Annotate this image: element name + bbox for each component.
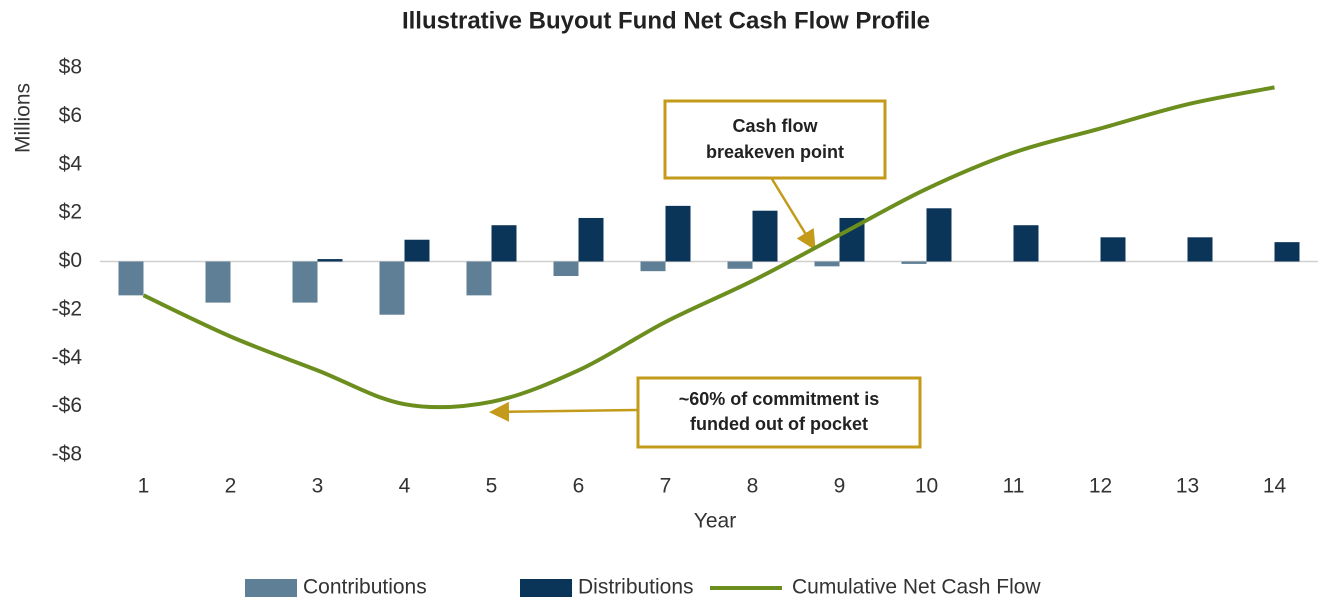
bar — [752, 210, 778, 262]
x-tick-label: 9 — [834, 475, 846, 498]
bar — [1100, 237, 1126, 262]
bar — [379, 261, 405, 315]
bar — [665, 205, 691, 262]
bar — [1013, 225, 1039, 262]
bar — [814, 261, 840, 267]
annotation-text: Cash flow — [732, 116, 818, 136]
annotation-text: breakeven point — [706, 142, 844, 162]
bar — [727, 261, 753, 269]
x-tick-label: 4 — [399, 475, 411, 498]
legend-swatch — [245, 579, 297, 597]
chart-title: Illustrative Buyout Fund Net Cash Flow P… — [402, 7, 930, 34]
x-tick-label: 5 — [486, 475, 498, 498]
x-tick-label: 7 — [660, 475, 672, 498]
legend-label: Cumulative Net Cash Flow — [792, 576, 1041, 599]
annotation-box — [636, 376, 922, 449]
legend-swatch — [520, 579, 572, 597]
legend-label: Contributions — [303, 576, 427, 599]
bar — [404, 239, 430, 262]
bar — [1274, 242, 1300, 262]
x-tick-label: 3 — [312, 475, 324, 498]
bar — [205, 261, 231, 303]
annotation-text: funded out of pocket — [690, 414, 868, 434]
bar — [926, 208, 952, 262]
bar — [317, 259, 343, 262]
bar — [292, 261, 318, 303]
annotation-box — [663, 99, 887, 180]
y-tick-label: $8 — [59, 56, 82, 79]
annotation-arrow — [770, 178, 816, 251]
x-tick-label: 1 — [138, 475, 150, 498]
y-tick-label: -$4 — [52, 346, 83, 369]
bar — [491, 225, 517, 262]
x-tick-label: 6 — [573, 475, 585, 498]
x-tick-label: 14 — [1263, 475, 1287, 498]
x-tick-label: 13 — [1176, 475, 1199, 498]
bar — [901, 261, 927, 264]
y-tick-label: -$6 — [52, 394, 82, 417]
x-tick-label: 8 — [747, 475, 759, 498]
y-tick-label: $0 — [59, 249, 82, 272]
x-tick-label: 12 — [1089, 475, 1112, 498]
y-tick-label: $2 — [59, 201, 82, 224]
y-tick-label: $6 — [59, 104, 82, 127]
x-tick-label: 2 — [225, 475, 237, 498]
x-tick-label: 10 — [915, 475, 938, 498]
line — [142, 85, 1275, 410]
legend-label: Distributions — [578, 576, 694, 599]
x-axis-label: Year — [694, 510, 736, 533]
annotation-arrow — [489, 401, 638, 422]
y-tick-label: -$8 — [52, 443, 82, 466]
x-tick-label: 11 — [1003, 475, 1025, 498]
bar — [1187, 237, 1213, 262]
bar — [118, 261, 144, 296]
bar — [640, 261, 666, 272]
y-axis-label: Millions — [12, 83, 35, 153]
bar — [466, 261, 492, 296]
annotation-text: ~60% of commitment is — [679, 389, 880, 409]
y-tick-label: -$2 — [52, 297, 82, 320]
bar — [553, 261, 579, 277]
bar — [578, 217, 604, 262]
y-tick-label: $4 — [59, 152, 83, 175]
